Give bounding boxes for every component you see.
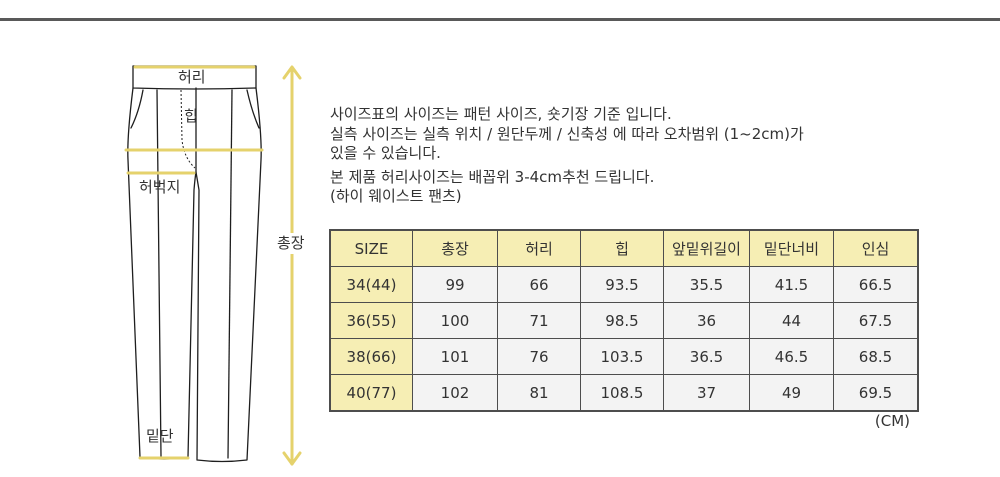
fly-stitch: [180, 89, 196, 169]
note-line: (하이 웨이스트 팬츠): [330, 187, 462, 205]
table-cell: 108.5: [580, 374, 664, 412]
header-size: SIZE: [329, 229, 413, 267]
left-leg-crease: [156, 89, 162, 457]
table-body: 34(44) 99 66 93.5 35.5 41.5 66.5 36(55) …: [329, 266, 919, 412]
table-cell: 67.5: [833, 302, 919, 339]
header-inseam: 인심: [833, 229, 919, 267]
table-cell: 69.5: [833, 374, 919, 412]
length-arrow-head-top: [282, 65, 302, 80]
length-arrow-head-bottom: [282, 451, 302, 466]
header-hem-width: 밑단너비: [749, 229, 834, 267]
pants-drawing: [127, 65, 262, 463]
table-cell: 71: [497, 302, 581, 339]
size-notes: 사이즈표의 사이즈는 패턴 사이즈, 숏기장 기준 입니다. 실측 사이즈는 실…: [330, 105, 804, 207]
header-front-rise: 앞밑위길이: [663, 229, 750, 267]
note-line: 본 제품 허리사이즈는 배꼽위 3-4cm추천 드립니다.: [330, 167, 655, 186]
pants-illustration: [124, 65, 302, 466]
note-line: 사이즈표의 사이즈는 패턴 사이즈, 숏기장 기준 입니다.: [330, 105, 672, 123]
top-divider: [0, 18, 1000, 21]
table-cell: 98.5: [580, 302, 664, 339]
right-leg-crease: [227, 89, 233, 459]
table-cell: 102: [412, 374, 498, 412]
header-total-length: 총장: [412, 229, 498, 267]
table-cell: 37: [663, 374, 750, 412]
table-cell: 49: [749, 374, 834, 412]
table-cell: 76: [497, 338, 581, 375]
table-cell: 100: [412, 302, 498, 339]
table-row: 36(55) 100 71 98.5 36 44 67.5: [329, 302, 919, 339]
hip-label: 힙: [184, 107, 198, 125]
table-cell: 66.5: [833, 266, 919, 303]
table-cell: 46.5: [749, 338, 834, 375]
hem-label: 밑단: [146, 427, 174, 445]
waist-label: 허리: [178, 68, 206, 86]
size-cell: 34(44): [329, 266, 413, 303]
note-line: 실측 사이즈는 실측 위치 / 원단두께 / 신축성 에 따라 오차범위 (1~…: [330, 124, 804, 143]
table-cell: 36: [663, 302, 750, 339]
header-hip: 힙: [580, 229, 664, 267]
size-cell: 40(77): [329, 374, 413, 412]
left-pocket: [130, 89, 144, 129]
size-table: SIZE 총장 허리 힙 앞밑위길이 밑단너비 인심 34(44) 99 66 …: [329, 229, 919, 412]
size-cell: 38(66): [329, 338, 413, 375]
unit-label: (CM): [874, 412, 910, 430]
table-cell: 44: [749, 302, 834, 339]
table-cell: 68.5: [833, 338, 919, 375]
note-line: 있을 수 있습니다.: [330, 144, 441, 162]
right-pocket: [246, 89, 260, 129]
header-row: SIZE 총장 허리 힙 앞밑위길이 밑단너비 인심: [329, 229, 919, 267]
measurement-guides: [124, 65, 302, 466]
table-header: SIZE 총장 허리 힙 앞밑위길이 밑단너비 인심: [329, 229, 919, 267]
table-cell: 99: [412, 266, 498, 303]
size-cell: 36(55): [329, 302, 413, 339]
thigh-label: 허벅지: [139, 178, 181, 196]
table-cell: 36.5: [663, 338, 750, 375]
table-cell: 81: [497, 374, 581, 412]
table-cell: 66: [497, 266, 581, 303]
table-cell: 93.5: [580, 266, 664, 303]
table-cell: 101: [412, 338, 498, 375]
table-row: 40(77) 102 81 108.5 37 49 69.5: [329, 374, 919, 412]
table-cell: 35.5: [663, 266, 750, 303]
pants-outline: [127, 87, 262, 463]
table-row: 34(44) 99 66 93.5 35.5 41.5 66.5: [329, 266, 919, 303]
table-cell: 41.5: [749, 266, 834, 303]
header-waist: 허리: [497, 229, 581, 267]
total-length-label: 총장: [277, 233, 305, 254]
table-row: 38(66) 101 76 103.5 36.5 46.5 68.5: [329, 338, 919, 375]
table-cell: 103.5: [580, 338, 664, 375]
